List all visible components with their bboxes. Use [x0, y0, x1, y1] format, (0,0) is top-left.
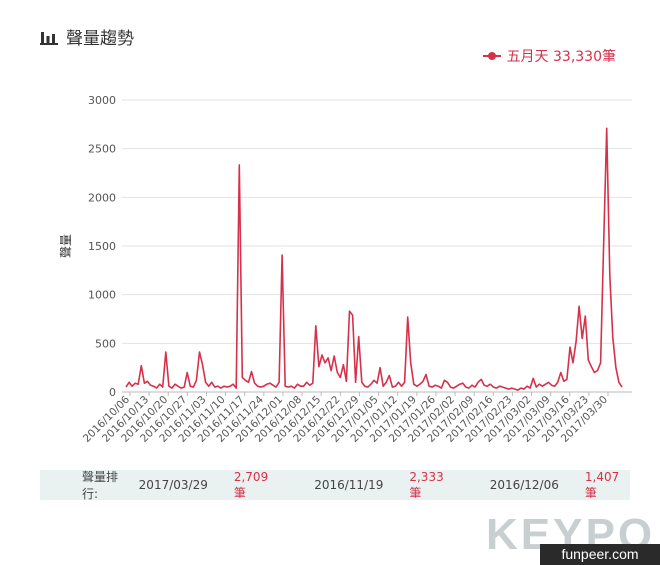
y-tick-label: 0	[109, 386, 116, 399]
ranking-value-3: 1,407筆	[584, 469, 620, 500]
chart-title: 聲量趨勢	[66, 29, 134, 49]
ranking-value-1: 2,709筆	[233, 469, 269, 500]
y-tick-label: 1500	[88, 240, 116, 253]
ranking-date-3: 2016/12/06	[489, 478, 559, 492]
ranking-date-1: 2017/03/29	[138, 478, 208, 492]
chart-header: 聲量趨勢	[40, 24, 134, 49]
ranking-label: 聲量排行:	[82, 470, 119, 501]
y-axis-label: 聲量	[58, 234, 73, 258]
ranking-date-2: 2016/11/19	[314, 478, 384, 492]
y-tick-label: 2000	[88, 191, 116, 204]
chart-legend[interactable]: 五月天 33,330筆	[482, 46, 616, 66]
y-tick-label: 3000	[88, 94, 116, 107]
ranking-bar: 聲量排行: 2017/03/29 2,709筆 2016/11/19 2,333…	[40, 469, 630, 501]
legend-series-marker	[482, 52, 501, 60]
y-tick-label: 2500	[88, 143, 116, 156]
ranking-value-2: 2,333筆	[409, 469, 444, 500]
series-line-0	[125, 127, 623, 391]
legend-series-label: 五月天 33,330筆	[506, 49, 616, 65]
funpeer-badge: funpeer.com	[540, 544, 660, 565]
y-tick-label: 500	[95, 337, 116, 350]
y-tick-label: 1000	[88, 289, 116, 302]
bar-chart-icon	[40, 31, 58, 45]
